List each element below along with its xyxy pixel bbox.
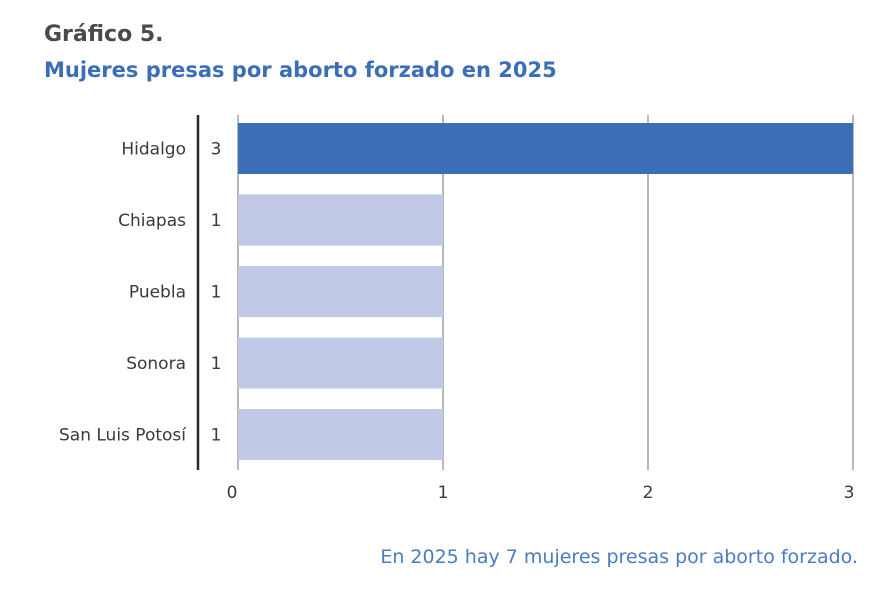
chart-subtitle: Mujeres presas por aborto forzado en 202… xyxy=(44,58,557,82)
category-label-0: Hidalgo xyxy=(121,140,186,160)
bar-2 xyxy=(238,266,443,317)
x-tick-label-1: 1 xyxy=(438,483,449,503)
value-label-1: 1 xyxy=(211,211,222,231)
x-tick-label-2: 2 xyxy=(643,483,654,503)
bar-3 xyxy=(238,337,443,389)
x-tick-label-0: 0 xyxy=(227,483,238,503)
chart-footnote: En 2025 hay 7 mujeres presas por aborto … xyxy=(380,546,858,568)
value-label-2: 1 xyxy=(211,283,222,303)
category-label-4: San Luis Potosí xyxy=(59,426,187,446)
category-label-2: Puebla xyxy=(129,283,186,303)
value-label-0: 3 xyxy=(211,140,222,160)
value-label-4: 1 xyxy=(211,426,222,446)
category-label-3: Sonora xyxy=(126,354,186,374)
bar-0 xyxy=(238,123,853,174)
chart-title: Gráfico 5. xyxy=(44,22,164,47)
bar-1 xyxy=(238,194,443,246)
bar-4 xyxy=(238,409,443,460)
category-label-1: Chiapas xyxy=(118,211,186,231)
x-tick-label-3: 3 xyxy=(844,483,855,503)
value-label-3: 1 xyxy=(211,354,222,374)
